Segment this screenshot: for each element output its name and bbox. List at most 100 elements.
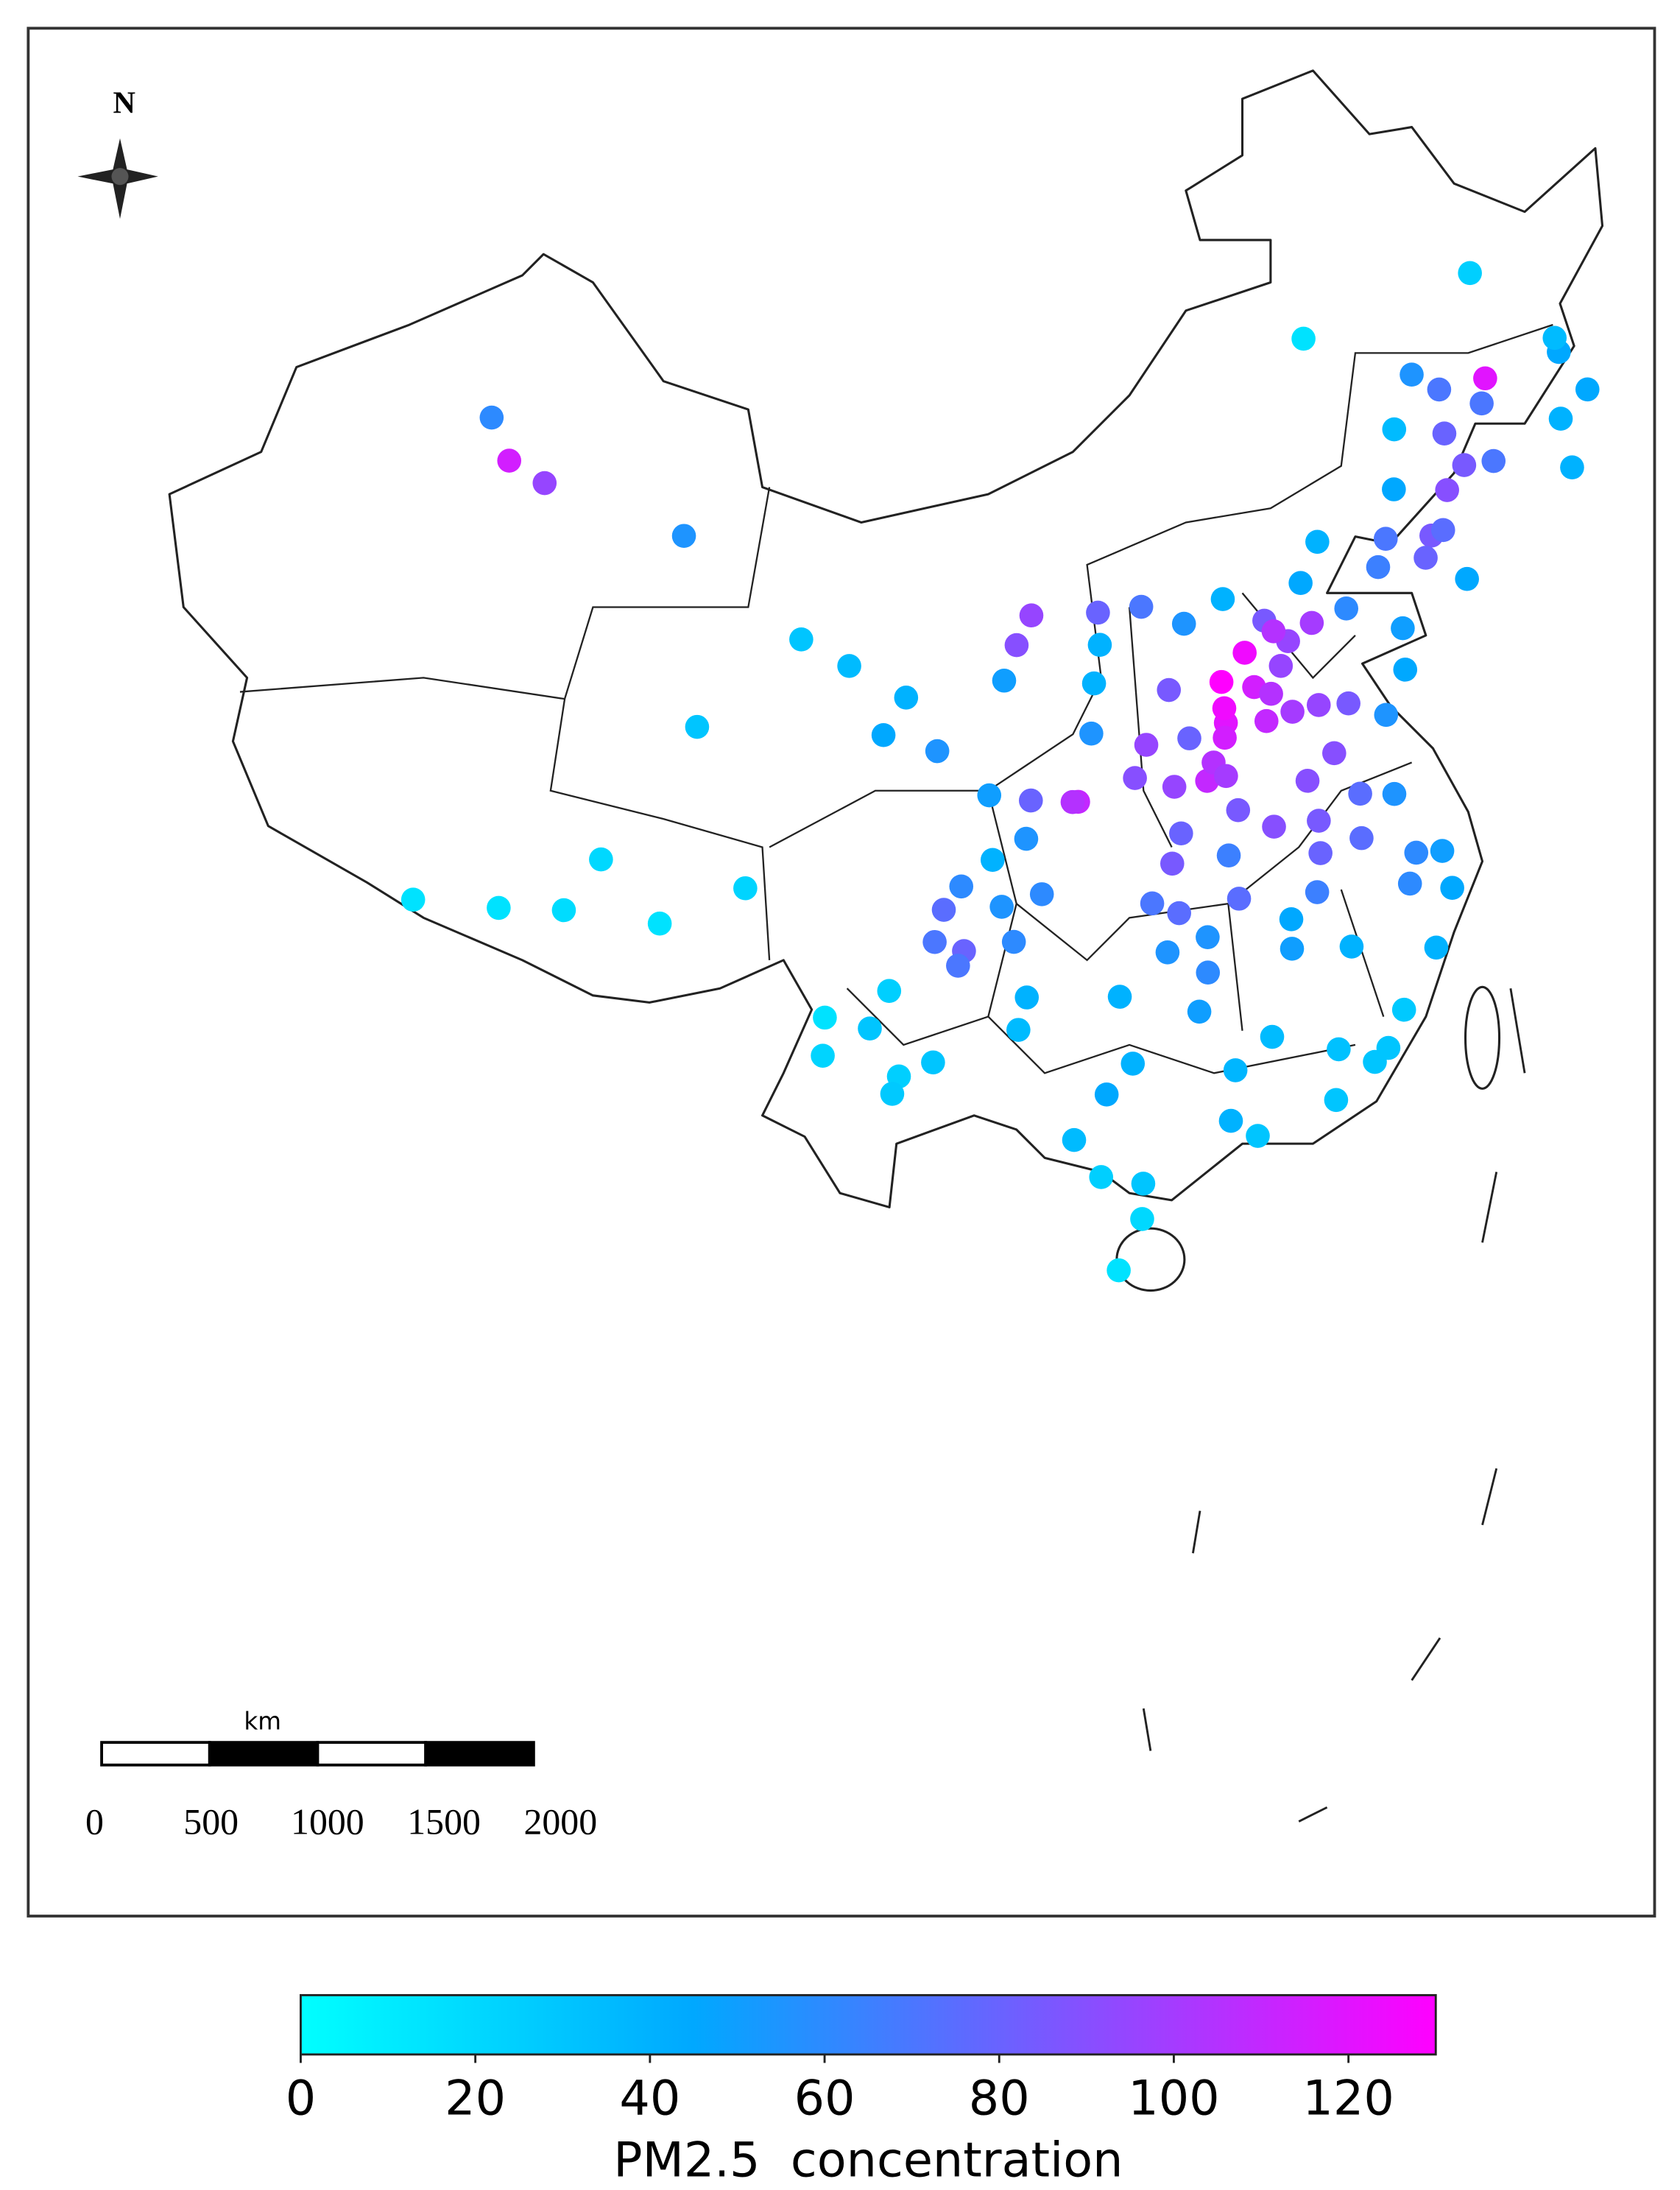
colorbar-tick-label: 20 (445, 2070, 506, 2126)
station-dot (1157, 677, 1182, 703)
station-dot (1280, 700, 1305, 724)
station-dot (1305, 880, 1330, 904)
station-dot (1560, 455, 1584, 480)
scale-label: 1500 (407, 1802, 481, 1842)
colorbar-tick-label: 40 (619, 2070, 680, 2126)
station-dot (1382, 417, 1407, 442)
station-dot (1397, 871, 1422, 896)
sea-boundary (1142, 987, 1526, 1823)
station-dot (989, 895, 1014, 919)
station-dot (1291, 326, 1316, 351)
station-dot (946, 954, 970, 978)
station-dot (1432, 421, 1457, 446)
station-dot (1393, 658, 1418, 682)
station-dot (1339, 934, 1364, 959)
station-dot (1216, 843, 1241, 867)
colorbar-tick-label: 100 (1128, 2070, 1219, 2126)
station-dot (871, 722, 896, 747)
station-dot (1391, 616, 1415, 641)
station-dot (1196, 960, 1221, 985)
station-dot (1120, 1052, 1146, 1076)
station-dot (925, 739, 950, 764)
station-dot (1081, 671, 1107, 696)
station-dot (1575, 377, 1600, 402)
colorbar-tick-label: 80 (969, 2070, 1030, 2126)
station-dot (1280, 937, 1305, 961)
station-dot (1060, 789, 1085, 814)
station-dot (1212, 696, 1237, 721)
station-dot (1366, 554, 1391, 580)
station-dot (1001, 929, 1026, 954)
station-dot (671, 524, 696, 549)
station-dot (858, 1016, 882, 1041)
station-dot (1131, 1172, 1156, 1196)
station-dot (931, 898, 956, 922)
station-dot (1348, 781, 1372, 806)
station-dot (811, 1043, 835, 1068)
station-dot (1382, 781, 1407, 806)
station-dot (1413, 546, 1438, 570)
station-dot (1373, 527, 1398, 551)
station-dot (1299, 610, 1324, 635)
scale-label: 0 (85, 1802, 104, 1842)
station-dot (1322, 741, 1347, 766)
station-dot (1029, 882, 1054, 906)
colorbar-fill (300, 1993, 1437, 2056)
station-dot (1155, 940, 1180, 965)
station-dot (877, 979, 902, 1003)
station-dot (1169, 821, 1193, 846)
station-dot (1167, 901, 1191, 926)
country-outline (168, 69, 1604, 1208)
station-dot (479, 405, 504, 430)
station-dot (1160, 851, 1185, 876)
station-dot (1334, 596, 1359, 621)
station-dot (1227, 887, 1252, 911)
station-dot (1177, 726, 1201, 750)
scale-segment (316, 1741, 428, 1767)
scale-label: 500 (183, 1802, 239, 1842)
scale-segment (208, 1741, 320, 1767)
station-dot (1305, 529, 1330, 554)
island-outline (1115, 1227, 1186, 1292)
station-dot (1223, 1058, 1248, 1082)
station-dot (980, 848, 1005, 873)
station-dot (497, 448, 522, 473)
station-dot (1018, 788, 1043, 813)
scale-segment (100, 1741, 211, 1767)
station-dot (685, 714, 710, 739)
station-dot (1086, 600, 1110, 625)
colorbar-tick-label: 0 (286, 2070, 316, 2126)
station-dot (1094, 1082, 1119, 1107)
station-dot (1295, 769, 1320, 793)
station-dot (1473, 366, 1497, 391)
station-dot (647, 911, 672, 936)
station-dot (813, 1005, 837, 1030)
stations (400, 261, 1600, 1283)
station-dot (1427, 377, 1452, 402)
station-dot (1382, 477, 1406, 501)
station-dot (1209, 669, 1234, 694)
scale-label: 1000 (291, 1802, 364, 1842)
station-dot (1306, 693, 1331, 717)
station-dot (1187, 999, 1212, 1024)
station-dot (487, 895, 511, 920)
station-dot (1374, 703, 1399, 728)
station-dot (1107, 1258, 1131, 1283)
station-dot (532, 471, 557, 496)
station-dot (1062, 1127, 1087, 1152)
station-dot (1336, 691, 1360, 716)
station-dot (1226, 798, 1251, 823)
station-dot (1308, 841, 1333, 865)
station-dot (1376, 1035, 1401, 1060)
station-dot (1123, 766, 1147, 790)
station-dot (949, 874, 974, 899)
station-dot (1130, 1207, 1154, 1231)
station-dot (1259, 681, 1283, 706)
station-dot (1019, 603, 1044, 628)
station-dot (733, 876, 758, 901)
station-dot (551, 898, 576, 923)
north-label: N (113, 85, 135, 120)
station-dot (1424, 935, 1449, 960)
station-dot (1288, 571, 1313, 596)
